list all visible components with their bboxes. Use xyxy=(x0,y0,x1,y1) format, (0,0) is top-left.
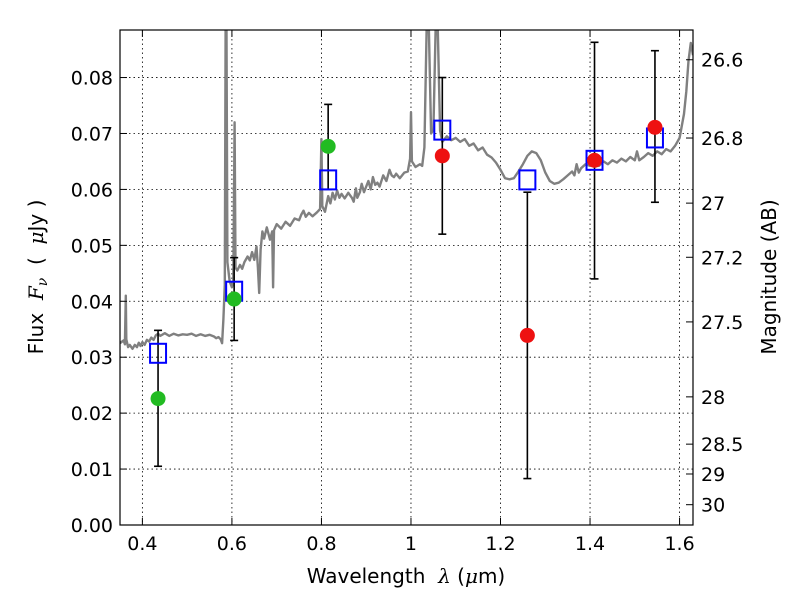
x-tick-label: 0.6 xyxy=(217,533,247,555)
plot-frame xyxy=(119,29,694,526)
observed-flux-point xyxy=(320,138,336,154)
y-axis-title-unit-rest: Jy ) xyxy=(24,200,48,234)
observed-flux-point xyxy=(434,148,450,164)
y2-axis-title: Magnitude (AB) xyxy=(757,199,781,354)
x-axis-title-unit-open: ( xyxy=(451,564,465,588)
x-tick-label: 1.6 xyxy=(664,533,694,555)
y-tick-label: 0.05 xyxy=(71,235,113,257)
y-axis-title-subscript: ν xyxy=(35,277,51,286)
y-axis-title-unit-open: ( xyxy=(24,244,48,277)
plot-area xyxy=(120,30,693,350)
mag-tick-label: 26.6 xyxy=(701,50,743,72)
y-tick-label: 0.07 xyxy=(71,123,113,145)
y-tick-label: 0.04 xyxy=(71,291,113,313)
mag-tick-label: 28.5 xyxy=(701,434,743,456)
ticks: 0.4 0.6 0.8 1 1.2 1.4 1.6 0.00 0.01 0.02 0.03 0.04 0… xyxy=(71,30,743,555)
mag-tick-label: 29 xyxy=(701,464,725,486)
y-tick-label: 0.02 xyxy=(71,403,113,425)
mag-tick-label: 26.8 xyxy=(701,128,743,150)
mag-tick-label: 27 xyxy=(701,193,725,215)
x-tick-label: 1.2 xyxy=(485,533,515,555)
x-axis-title-prefix: Wavelength xyxy=(307,564,438,588)
x-axis-title: Wavelength λ (μm) xyxy=(307,564,506,588)
mag-tick-label: 27.2 xyxy=(701,247,743,269)
y-axis-title-prefix: Flux xyxy=(24,300,48,354)
x-tick-label: 0.8 xyxy=(306,533,336,555)
mag-tick-label: 30 xyxy=(701,495,725,517)
y-axis-title-unit-mu: μ xyxy=(24,231,48,244)
y-tick-label: 0.01 xyxy=(71,459,113,481)
model-flux-square xyxy=(149,342,168,364)
x-tick-label: 0.4 xyxy=(127,533,157,555)
mag-tick-label: 27.5 xyxy=(701,312,743,334)
observed-flux-point xyxy=(519,327,535,343)
model-flux-square xyxy=(319,169,338,191)
observed-flux-point xyxy=(587,152,603,168)
x-axis-title-symbol: λ xyxy=(437,564,451,588)
y-tick-label: 0.00 xyxy=(71,515,113,537)
y-tick-label: 0.08 xyxy=(71,68,113,90)
model-flux-square xyxy=(433,119,452,141)
plot-background xyxy=(120,30,693,525)
y-axis-title: Flux Fν ( μJy ) xyxy=(24,200,51,355)
y-tick-label: 0.03 xyxy=(71,347,113,369)
x-axis-title-unit-mu: μ xyxy=(465,564,478,588)
observed-flux-point xyxy=(226,291,242,307)
observed-flux-point xyxy=(150,391,166,407)
spectrum-line xyxy=(120,30,693,350)
model-flux-square xyxy=(518,169,537,191)
y-tick-label: 0.06 xyxy=(71,179,113,201)
model-flux-square xyxy=(585,149,604,171)
x-tick-label: 1.4 xyxy=(575,533,605,555)
x-tick-label: 1 xyxy=(405,533,417,555)
observed-flux-point xyxy=(647,119,663,135)
error-bars xyxy=(149,41,664,480)
mag-tick-label: 28 xyxy=(701,387,725,409)
x-axis-title-unit-rest: m) xyxy=(478,564,505,588)
y-axis-title-symbol: F xyxy=(24,285,48,301)
